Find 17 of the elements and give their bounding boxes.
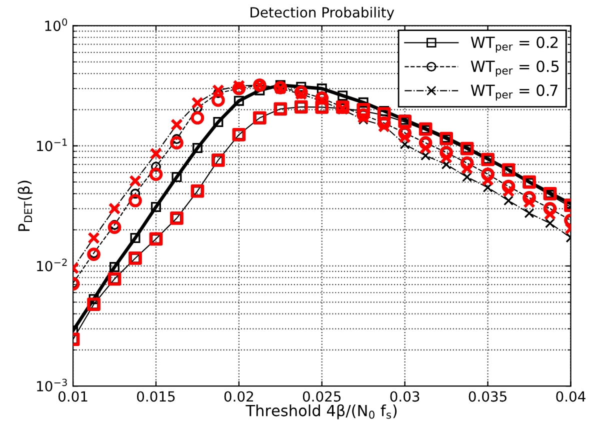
y-tick-label: 10$^{−2}$ [37, 258, 67, 272]
x-axis-title: Threshold 4β/(N$_{0}$ f$_{s}$) [246, 404, 397, 420]
y-axis-title: P$_{DET}$(β) [18, 180, 33, 231]
y-tick-label: 10$^{0}$ [45, 18, 68, 32]
x-tick-label: 0.03 [390, 391, 420, 402]
x-tick-label: 0.02 [224, 391, 254, 402]
x-tick-label: 0.04 [556, 391, 586, 402]
y-tick-label: 10$^{−1}$ [37, 138, 67, 152]
legend-label: WT$_{per}$ = 0.5 [470, 60, 559, 77]
x-tick-label: 0.015 [137, 391, 175, 402]
legend-label: WT$_{per}$ = 0.7 [470, 84, 558, 101]
x-tick-label: 0.025 [302, 391, 341, 402]
chart-title: Detection Probability [250, 6, 394, 20]
x-tick-label: 0.01 [58, 391, 88, 402]
legend-label: WT$_{per}$ = 0.2 [470, 36, 558, 53]
x-tick-label: 0.035 [468, 391, 506, 402]
y-tick-label: 10$^{−3}$ [37, 378, 67, 392]
